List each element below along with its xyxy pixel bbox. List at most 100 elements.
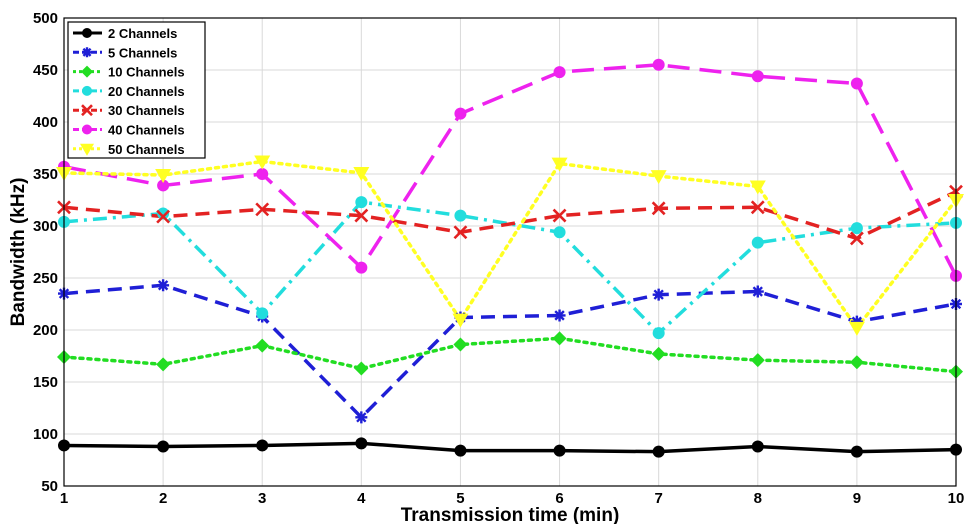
x-axis-title: Transmission time (min) [401,505,620,524]
y-tick-label: 100 [33,426,58,443]
series-5-channels-point [850,315,863,328]
y-tick-label: 300 [33,218,58,235]
series-30-channels-point [849,231,864,246]
y-axis-title: Bandwidth (kHz) [8,178,29,327]
x-tick-label: 7 [654,490,662,507]
series-2-channels-point [553,444,566,457]
plot-frame [63,17,957,487]
series-10-channels-point [552,331,567,346]
y-tick-label: 250 [33,270,58,287]
x-tick-label: 8 [754,490,762,507]
series-40-channels-point [751,70,764,83]
series-20-channels-point [553,226,566,239]
series-2-channels-point [850,445,863,458]
y-tick-label: 200 [33,322,58,339]
y-tick-labels: 50 100 150 200 250 300 350 400 450 500 [33,10,58,495]
series-10-channels-line [62,336,958,374]
series-40-channels-point [157,179,170,192]
series-2-channels-point [454,444,467,457]
series-5-channels-point [751,285,764,298]
series-10-channels-point [849,355,864,370]
series-20-channels-point [454,209,467,222]
y-tick-label: 400 [33,114,58,131]
series-10-channels-point [453,337,468,352]
series-2-channels-point [652,445,665,458]
legend-entry-30-channels-label: 30 Channels [108,103,185,118]
series-10-channels-point [255,338,270,353]
series-30-channels-point [354,208,369,223]
series-40-channels-point [553,66,566,79]
x-tick-label: 4 [357,490,366,507]
series-2-channels-point [355,437,368,450]
series-30-channels-line [63,190,957,241]
x-tick-label: 3 [258,490,266,507]
x-tick-label: 6 [555,490,563,507]
series-40-channels-point [454,107,467,120]
series-2-channels-line [63,441,957,454]
series-20-channels-point [850,222,863,235]
x-tick-label: 9 [853,490,861,507]
series-40-channels-line [63,63,958,277]
legend: 2 Channels 5 Channels 10 Channels 20 Channe… [67,21,206,159]
y-tick-label: 450 [33,62,58,79]
series-30-channels-point [255,202,270,217]
series-10-channels-point [750,353,765,368]
legend-entry-50-channels-label: 50 Channels [108,142,185,157]
series-5-channels-point [553,309,566,322]
series-30-channels-point [750,200,765,215]
series-lines [62,63,958,454]
series-10-channels-point [354,361,369,376]
series-50-channels-point [452,313,469,328]
series-30-channels-point [651,201,666,216]
legend-entry-5-channels-label: 5 Channels [108,45,177,60]
series-40-channels-point [652,58,665,71]
series-50-channels-point [749,180,766,195]
y-tick-label: 50 [41,478,58,495]
series-50-channels-line [62,159,958,330]
x-tick-labels: 1 2 3 4 5 6 7 8 9 10 [60,490,965,507]
series-20-channels-point [751,236,764,249]
y-tick-label: 350 [33,166,58,183]
series-50-channels-point [650,170,667,185]
series-20-channels-point [355,196,368,209]
series-5-channels-point [652,288,665,301]
series-2-channels-point [256,439,269,452]
series-40-channels-point [850,77,863,90]
series-50-channels-point [353,166,370,181]
legend-entry-20-channels-marker [82,85,92,96]
series-10-channels-point [651,346,666,361]
series-50-channels-point [254,155,271,170]
series-20-channels-point [157,207,170,220]
legend-entry-10-channels-label: 10 Channels [108,65,185,80]
y-tick-label: 500 [33,10,58,27]
legend-entry-5-channels-marker [82,47,92,58]
series-40-channels-point [355,261,368,274]
y-tick-label: 150 [33,374,58,391]
x-tick-label: 10 [948,490,965,507]
legend-entry-30-channels-marker [81,104,93,117]
series-2-channels-point [157,440,170,453]
series-30-channels-point [156,209,171,224]
series-50-channels-point [551,157,568,172]
series-20-channels-line [63,200,957,335]
series-5-channels-point [157,279,170,292]
legend-entry-10-channels-marker [81,65,93,78]
series-5-channels-line [63,283,957,420]
series-50-channels-point [848,321,865,336]
legend-entry-40-channels-label: 40 Channels [108,123,185,138]
series-30-channels-point [453,225,468,240]
legend-entry-50-channels-marker [80,143,94,156]
x-tick-label: 1 [60,490,68,507]
series-2-channels-point [751,440,764,453]
series-30-channels-point [552,208,567,223]
series-20-channels-point [652,327,665,340]
series-5-channels-point [355,411,368,424]
series-50-channels-point [155,169,172,184]
legend-entry-40-channels-marker [82,124,92,135]
series-20-channels-point [256,307,269,320]
legend-entry-20-channels-label: 20 Channels [108,84,185,99]
series-10-channels-point [156,357,171,372]
x-tick-label: 5 [456,490,464,507]
legend-entry-2-channels-label: 2 Channels [108,26,177,41]
